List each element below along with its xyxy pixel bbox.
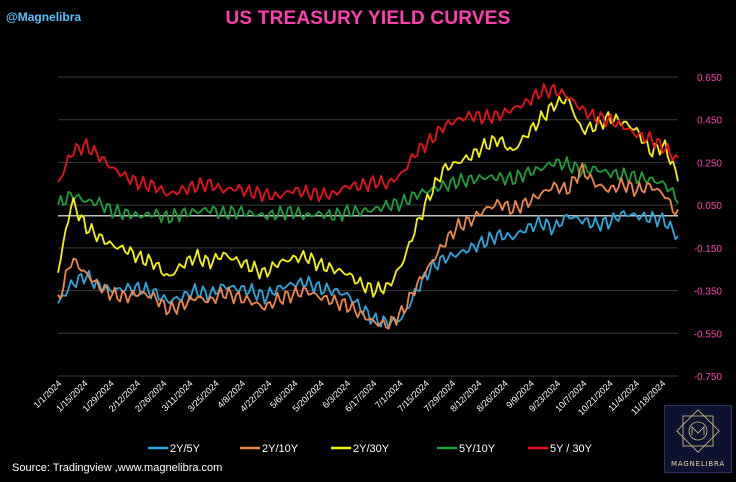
magnelibra-logo: MAGNELIBRA [664, 405, 732, 473]
x-axis-labels: 1/1/20241/15/20241/29/20242/12/20242/26/… [32, 378, 668, 417]
legend-label: 2Y/30Y [353, 443, 390, 455]
y-tick-label: 0.450 [697, 116, 722, 127]
logo-mark-icon [676, 409, 720, 453]
y-tick-label: 0.250 [697, 158, 722, 169]
series-group [57, 83, 679, 330]
y-tick-label: -0.750 [694, 372, 723, 383]
series-line-2y-5y [57, 210, 679, 329]
y-tick-label: -0.350 [694, 287, 723, 298]
gridlines [58, 76, 678, 377]
legend-label: 2Y/10Y [262, 443, 299, 455]
y-axis-labels: 0.650 0.450 0.250 0.050 -0.150 -0.350 -0.550 -0… [694, 73, 723, 383]
logo-text: MAGNELIBRA [671, 460, 725, 468]
legend-label: 2Y/5Y [170, 443, 201, 455]
y-tick-label: -0.150 [694, 244, 723, 255]
series-line-2y-10y [57, 162, 679, 330]
author-handle: @Magnelibra [6, 10, 82, 24]
series-line-2y-30y [57, 96, 679, 298]
y-tick-label: 0.050 [697, 201, 722, 212]
series-line-5y-30y [57, 83, 679, 203]
source-note: Source: Tradingview ,www.magnelibra.com [12, 462, 223, 474]
legend: 2Y/5Y 2Y/10Y 2Y/30Y 5Y/10Y 5Y / 30Y [148, 443, 593, 455]
y-tick-label: -0.550 [694, 329, 723, 340]
series-line-5y-10y [57, 156, 679, 224]
y-tick-label: 0.650 [697, 73, 722, 84]
chart-title: US TREASURY YIELD CURVES [225, 8, 511, 29]
legend-label: 5Y / 30Y [550, 443, 593, 455]
legend-label: 5Y/10Y [459, 443, 496, 455]
